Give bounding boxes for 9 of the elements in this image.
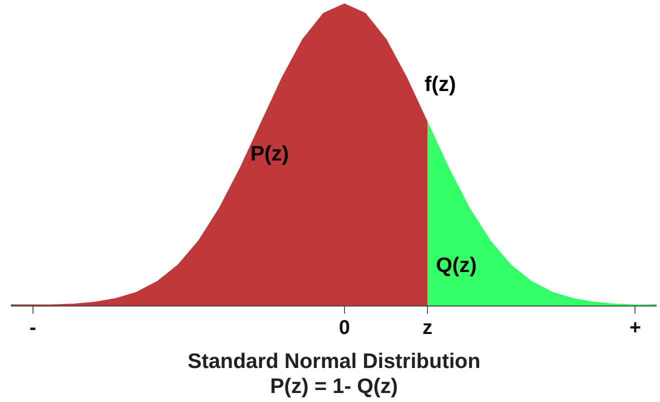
x-tick-label: + (629, 317, 642, 340)
annotation: Q(z) (436, 254, 477, 278)
x-tick-label: - (29, 317, 36, 340)
annotation: P(z) (250, 142, 289, 166)
x-tick-label: z (422, 317, 432, 340)
text: P(z) = 1- Q(z) (270, 375, 398, 398)
annotation: f(z) (424, 73, 456, 96)
x-tick-label: 0 (338, 317, 350, 340)
text: Standard Normal Distribution (188, 350, 480, 373)
